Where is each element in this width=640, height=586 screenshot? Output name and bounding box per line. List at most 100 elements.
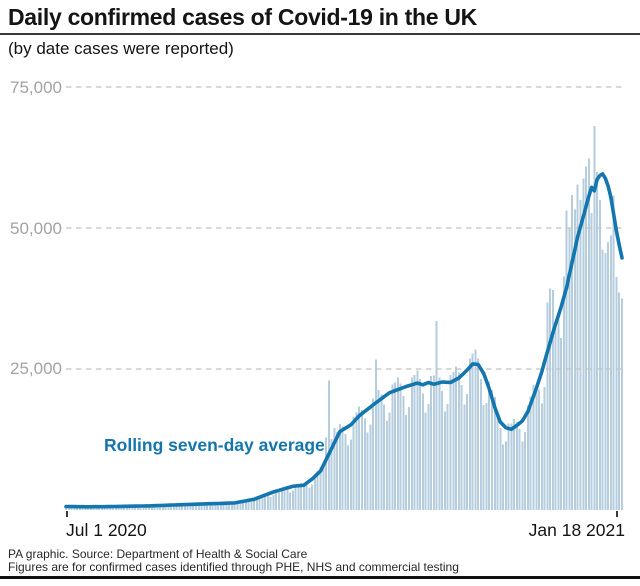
daily-bar bbox=[609, 235, 612, 510]
daily-bar bbox=[383, 404, 386, 510]
daily-bar bbox=[358, 406, 361, 510]
daily-bar bbox=[181, 504, 184, 510]
daily-bar bbox=[535, 383, 538, 510]
daily-bar bbox=[560, 337, 563, 510]
daily-bar bbox=[336, 432, 339, 510]
daily-bar bbox=[308, 487, 311, 510]
daily-bar bbox=[170, 505, 173, 510]
daily-bar bbox=[565, 210, 568, 510]
daily-bar bbox=[175, 505, 178, 510]
daily-bar bbox=[208, 504, 211, 510]
daily-bar bbox=[217, 503, 220, 510]
daily-bar bbox=[142, 505, 145, 510]
daily-bar bbox=[219, 502, 222, 510]
daily-bar bbox=[615, 276, 618, 510]
daily-bar bbox=[372, 398, 375, 510]
daily-bar bbox=[244, 500, 247, 510]
daily-bar bbox=[432, 375, 435, 510]
daily-bar bbox=[612, 195, 615, 510]
daily-bar bbox=[286, 489, 289, 510]
daily-bar bbox=[128, 506, 131, 510]
daily-bar bbox=[466, 393, 469, 510]
daily-bar bbox=[200, 503, 203, 510]
daily-bar bbox=[493, 397, 496, 510]
daily-bar bbox=[410, 377, 413, 510]
daily-bar bbox=[524, 432, 527, 510]
daily-bar bbox=[405, 414, 408, 510]
daily-bar bbox=[507, 423, 510, 510]
daily-bar bbox=[261, 494, 264, 510]
daily-bar bbox=[297, 484, 300, 510]
daily-bar bbox=[280, 488, 283, 510]
daily-bar bbox=[377, 389, 380, 510]
daily-bar bbox=[214, 504, 217, 510]
daily-bar bbox=[504, 441, 507, 510]
daily-bar bbox=[601, 249, 604, 511]
daily-bar bbox=[457, 372, 460, 510]
daily-bar bbox=[593, 126, 596, 511]
daily-bar bbox=[502, 444, 505, 510]
x-axis-tick-start bbox=[66, 511, 68, 517]
daily-bar bbox=[253, 501, 256, 510]
daily-bar bbox=[490, 390, 493, 510]
daily-bar bbox=[178, 504, 181, 510]
daily-bar bbox=[347, 445, 350, 510]
daily-bar bbox=[621, 298, 623, 510]
y-axis-label-50000: 50,000 bbox=[10, 219, 62, 238]
daily-bar bbox=[385, 421, 388, 510]
daily-bar bbox=[250, 502, 253, 510]
y-axis-label-75000: 75,000 bbox=[10, 78, 62, 97]
daily-bar bbox=[266, 495, 269, 510]
daily-bar bbox=[228, 503, 231, 510]
daily-bar bbox=[607, 241, 610, 510]
x-axis-label-end: Jan 18 2021 bbox=[528, 520, 625, 540]
daily-bar bbox=[136, 506, 139, 510]
daily-bar bbox=[206, 503, 209, 510]
daily-bar bbox=[471, 353, 474, 510]
daily-bar bbox=[477, 358, 480, 510]
daily-bar bbox=[510, 423, 513, 510]
daily-bar bbox=[449, 374, 452, 510]
daily-bar bbox=[159, 505, 162, 510]
x-axis-label-start: Jul 1 2020 bbox=[66, 520, 147, 540]
daily-bar bbox=[424, 412, 427, 510]
daily-bar bbox=[145, 505, 148, 510]
daily-bar bbox=[430, 375, 433, 510]
daily-bar bbox=[305, 485, 308, 510]
daily-bar bbox=[330, 438, 333, 510]
daily-bar bbox=[131, 506, 134, 510]
x-axis-tick-end bbox=[616, 511, 618, 517]
daily-bar bbox=[441, 390, 444, 510]
daily-bar bbox=[604, 253, 607, 510]
daily-bar bbox=[366, 432, 369, 510]
daily-bar bbox=[98, 507, 101, 510]
daily-bar bbox=[272, 495, 275, 510]
daily-bar bbox=[482, 404, 485, 510]
daily-bar bbox=[540, 403, 543, 510]
daily-bar bbox=[546, 302, 549, 510]
daily-bar bbox=[549, 288, 552, 510]
daily-bar bbox=[408, 406, 410, 510]
daily-bar bbox=[427, 404, 430, 510]
daily-bar bbox=[150, 506, 153, 510]
daily-bar bbox=[421, 393, 424, 510]
daily-bar bbox=[316, 471, 319, 510]
daily-bar bbox=[117, 507, 120, 510]
source-note-line2: Figures are for confirmed cases identifi… bbox=[8, 559, 459, 574]
daily-bar bbox=[455, 366, 458, 510]
daily-bar bbox=[167, 505, 170, 510]
daily-bar bbox=[416, 370, 419, 510]
daily-bar bbox=[488, 381, 491, 510]
daily-bar bbox=[474, 349, 477, 510]
daily-bar bbox=[233, 504, 236, 510]
page-title: Daily confirmed cases of Covid-19 in the… bbox=[8, 4, 477, 30]
daily-bar bbox=[355, 412, 358, 510]
daily-bar bbox=[579, 199, 582, 511]
daily-bar bbox=[322, 463, 325, 510]
daily-bar bbox=[239, 501, 242, 510]
daily-bar bbox=[338, 423, 341, 510]
daily-bar bbox=[139, 505, 142, 510]
daily-bar bbox=[460, 384, 463, 510]
